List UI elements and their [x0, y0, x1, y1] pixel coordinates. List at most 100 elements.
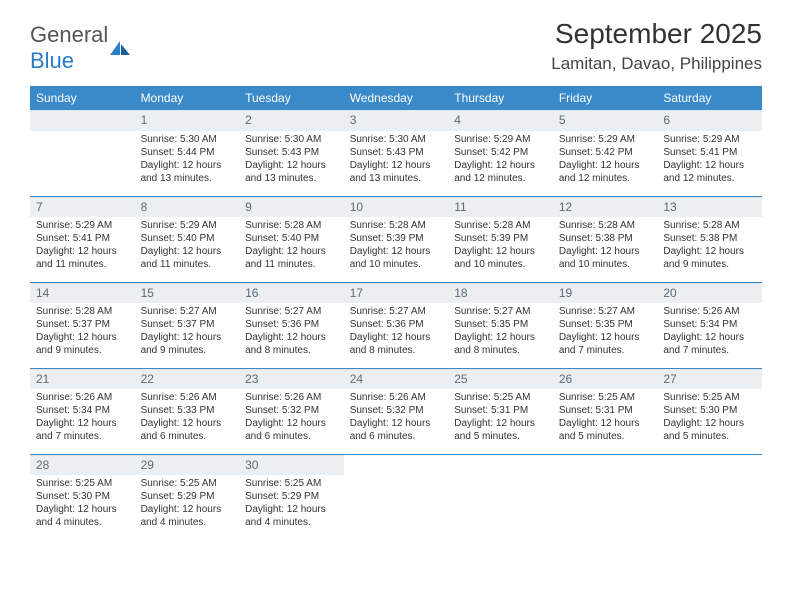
day-number: 5 — [553, 110, 658, 131]
sunset-line: Sunset: 5:44 PM — [141, 146, 234, 159]
day-cell: 26Sunrise: 5:25 AMSunset: 5:31 PMDayligh… — [553, 368, 658, 454]
day-cell: 17Sunrise: 5:27 AMSunset: 5:36 PMDayligh… — [344, 282, 449, 368]
day-body: Sunrise: 5:27 AMSunset: 5:36 PMDaylight:… — [344, 303, 449, 361]
sunrise-line: Sunrise: 5:26 AM — [245, 391, 338, 404]
daylight-line: Daylight: 12 hours and 11 minutes. — [141, 245, 234, 271]
day-number: 29 — [135, 455, 240, 476]
daylight-line: Daylight: 12 hours and 6 minutes. — [141, 417, 234, 443]
day-cell — [448, 454, 553, 540]
sunrise-line: Sunrise: 5:28 AM — [350, 219, 443, 232]
sunrise-line: Sunrise: 5:30 AM — [245, 133, 338, 146]
daylight-line: Daylight: 12 hours and 7 minutes. — [559, 331, 652, 357]
daylight-line: Daylight: 12 hours and 9 minutes. — [141, 331, 234, 357]
day-number: 22 — [135, 369, 240, 390]
day-cell: 4Sunrise: 5:29 AMSunset: 5:42 PMDaylight… — [448, 110, 553, 196]
sunset-line: Sunset: 5:36 PM — [350, 318, 443, 331]
day-header: Saturday — [657, 86, 762, 110]
sunrise-line: Sunrise: 5:29 AM — [559, 133, 652, 146]
sunset-line: Sunset: 5:35 PM — [454, 318, 547, 331]
day-body: Sunrise: 5:28 AMSunset: 5:37 PMDaylight:… — [30, 303, 135, 361]
sunrise-line: Sunrise: 5:29 AM — [454, 133, 547, 146]
sunrise-line: Sunrise: 5:28 AM — [454, 219, 547, 232]
day-cell: 13Sunrise: 5:28 AMSunset: 5:38 PMDayligh… — [657, 196, 762, 282]
day-cell: 25Sunrise: 5:25 AMSunset: 5:31 PMDayligh… — [448, 368, 553, 454]
sunset-line: Sunset: 5:41 PM — [663, 146, 756, 159]
daylight-line: Daylight: 12 hours and 10 minutes. — [454, 245, 547, 271]
sunset-line: Sunset: 5:36 PM — [245, 318, 338, 331]
sunset-line: Sunset: 5:30 PM — [663, 404, 756, 417]
sunset-line: Sunset: 5:40 PM — [245, 232, 338, 245]
sunrise-line: Sunrise: 5:28 AM — [36, 305, 129, 318]
sunset-line: Sunset: 5:40 PM — [141, 232, 234, 245]
daylight-line: Daylight: 12 hours and 4 minutes. — [36, 503, 129, 529]
day-body: Sunrise: 5:27 AMSunset: 5:35 PMDaylight:… — [553, 303, 658, 361]
daylight-line: Daylight: 12 hours and 8 minutes. — [454, 331, 547, 357]
location: Lamitan, Davao, Philippines — [551, 54, 762, 74]
sunset-line: Sunset: 5:43 PM — [245, 146, 338, 159]
sunset-line: Sunset: 5:42 PM — [559, 146, 652, 159]
day-body: Sunrise: 5:29 AMSunset: 5:40 PMDaylight:… — [135, 217, 240, 275]
day-number: 23 — [239, 369, 344, 390]
sunrise-line: Sunrise: 5:25 AM — [36, 477, 129, 490]
sunset-line: Sunset: 5:29 PM — [245, 490, 338, 503]
logo-text-1: General — [30, 22, 108, 47]
day-cell: 21Sunrise: 5:26 AMSunset: 5:34 PMDayligh… — [30, 368, 135, 454]
daylight-line: Daylight: 12 hours and 9 minutes. — [663, 245, 756, 271]
sunset-line: Sunset: 5:38 PM — [559, 232, 652, 245]
sunrise-line: Sunrise: 5:25 AM — [663, 391, 756, 404]
sunset-line: Sunset: 5:41 PM — [36, 232, 129, 245]
day-number: 26 — [553, 369, 658, 390]
day-header: Wednesday — [344, 86, 449, 110]
day-body: Sunrise: 5:29 AMSunset: 5:42 PMDaylight:… — [553, 131, 658, 189]
sunrise-line: Sunrise: 5:25 AM — [141, 477, 234, 490]
day-body: Sunrise: 5:28 AMSunset: 5:39 PMDaylight:… — [448, 217, 553, 275]
daylight-line: Daylight: 12 hours and 8 minutes. — [350, 331, 443, 357]
day-cell: 14Sunrise: 5:28 AMSunset: 5:37 PMDayligh… — [30, 282, 135, 368]
day-cell: 3Sunrise: 5:30 AMSunset: 5:43 PMDaylight… — [344, 110, 449, 196]
sunset-line: Sunset: 5:37 PM — [141, 318, 234, 331]
day-cell: 22Sunrise: 5:26 AMSunset: 5:33 PMDayligh… — [135, 368, 240, 454]
daylight-line: Daylight: 12 hours and 13 minutes. — [141, 159, 234, 185]
day-cell: 20Sunrise: 5:26 AMSunset: 5:34 PMDayligh… — [657, 282, 762, 368]
sunset-line: Sunset: 5:35 PM — [559, 318, 652, 331]
daylight-line: Daylight: 12 hours and 13 minutes. — [350, 159, 443, 185]
day-cell: 9Sunrise: 5:28 AMSunset: 5:40 PMDaylight… — [239, 196, 344, 282]
day-cell: 24Sunrise: 5:26 AMSunset: 5:32 PMDayligh… — [344, 368, 449, 454]
day-cell: 8Sunrise: 5:29 AMSunset: 5:40 PMDaylight… — [135, 196, 240, 282]
day-cell: 19Sunrise: 5:27 AMSunset: 5:35 PMDayligh… — [553, 282, 658, 368]
day-body: Sunrise: 5:26 AMSunset: 5:32 PMDaylight:… — [239, 389, 344, 447]
week-row: 7Sunrise: 5:29 AMSunset: 5:41 PMDaylight… — [30, 196, 762, 282]
sunrise-line: Sunrise: 5:26 AM — [350, 391, 443, 404]
daylight-line: Daylight: 12 hours and 6 minutes. — [245, 417, 338, 443]
calendar-body: 1Sunrise: 5:30 AMSunset: 5:44 PMDaylight… — [30, 110, 762, 540]
day-number: 9 — [239, 197, 344, 218]
sunrise-line: Sunrise: 5:29 AM — [36, 219, 129, 232]
day-cell: 15Sunrise: 5:27 AMSunset: 5:37 PMDayligh… — [135, 282, 240, 368]
sunset-line: Sunset: 5:32 PM — [245, 404, 338, 417]
day-cell: 30Sunrise: 5:25 AMSunset: 5:29 PMDayligh… — [239, 454, 344, 540]
day-body: Sunrise: 5:30 AMSunset: 5:43 PMDaylight:… — [239, 131, 344, 189]
daylight-line: Daylight: 12 hours and 7 minutes. — [36, 417, 129, 443]
day-number: 25 — [448, 369, 553, 390]
day-number: 18 — [448, 283, 553, 304]
daylight-line: Daylight: 12 hours and 4 minutes. — [141, 503, 234, 529]
day-body: Sunrise: 5:25 AMSunset: 5:30 PMDaylight:… — [657, 389, 762, 447]
sunrise-line: Sunrise: 5:28 AM — [245, 219, 338, 232]
daylight-line: Daylight: 12 hours and 8 minutes. — [245, 331, 338, 357]
sunset-line: Sunset: 5:42 PM — [454, 146, 547, 159]
day-number: 10 — [344, 197, 449, 218]
sunrise-line: Sunrise: 5:28 AM — [559, 219, 652, 232]
day-number: 17 — [344, 283, 449, 304]
day-cell: 11Sunrise: 5:28 AMSunset: 5:39 PMDayligh… — [448, 196, 553, 282]
day-cell: 7Sunrise: 5:29 AMSunset: 5:41 PMDaylight… — [30, 196, 135, 282]
sunrise-line: Sunrise: 5:30 AM — [141, 133, 234, 146]
day-number: 27 — [657, 369, 762, 390]
sunrise-line: Sunrise: 5:30 AM — [350, 133, 443, 146]
day-cell: 27Sunrise: 5:25 AMSunset: 5:30 PMDayligh… — [657, 368, 762, 454]
day-cell: 5Sunrise: 5:29 AMSunset: 5:42 PMDaylight… — [553, 110, 658, 196]
sunset-line: Sunset: 5:34 PM — [36, 404, 129, 417]
day-number: 19 — [553, 283, 658, 304]
logo: General Blue — [30, 18, 132, 74]
day-number: 16 — [239, 283, 344, 304]
sunrise-line: Sunrise: 5:27 AM — [559, 305, 652, 318]
